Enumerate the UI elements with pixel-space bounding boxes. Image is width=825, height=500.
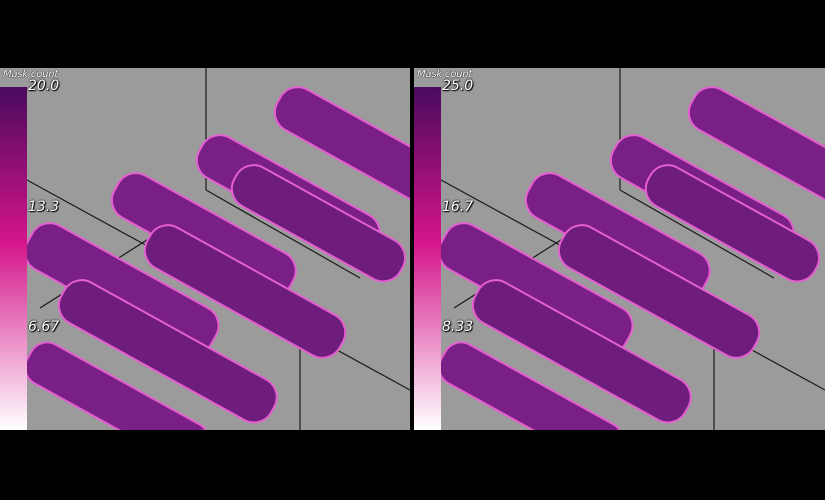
- left-colorbar-title: Mask count: [3, 69, 59, 80]
- rod: [687, 86, 825, 212]
- rod: [438, 341, 624, 430]
- right-viewport[interactable]: Mask count 25.0 16.7 8.33: [414, 68, 825, 430]
- rod: [273, 86, 410, 212]
- rod: [57, 279, 278, 424]
- left-colorbar-tick-low: 6.67: [28, 319, 60, 335]
- left-colorbar: [0, 87, 27, 430]
- left-colorbar-tick-mid: 13.3: [28, 199, 60, 215]
- right-colorbar-title: Mask count: [417, 69, 473, 80]
- right-colorbar: [414, 87, 441, 430]
- rod: [24, 341, 210, 430]
- rod: [557, 224, 761, 359]
- right-colorbar-tick-mid: 16.7: [442, 199, 474, 215]
- right-colorbar-tick-max: 25.0: [442, 78, 474, 94]
- rod: [143, 224, 347, 359]
- left-colorbar-tick-max: 20.0: [28, 78, 60, 94]
- left-3d-scene[interactable]: [0, 68, 410, 430]
- right-3d-scene[interactable]: [414, 68, 825, 430]
- right-colorbar-tick-low: 8.33: [442, 319, 474, 335]
- rod: [471, 279, 692, 424]
- left-viewport[interactable]: Mask count 20.0 13.3 6.67: [0, 68, 410, 430]
- rod: [230, 164, 406, 283]
- rod: [644, 164, 820, 283]
- left-rods: [23, 86, 410, 430]
- right-rods: [437, 86, 825, 430]
